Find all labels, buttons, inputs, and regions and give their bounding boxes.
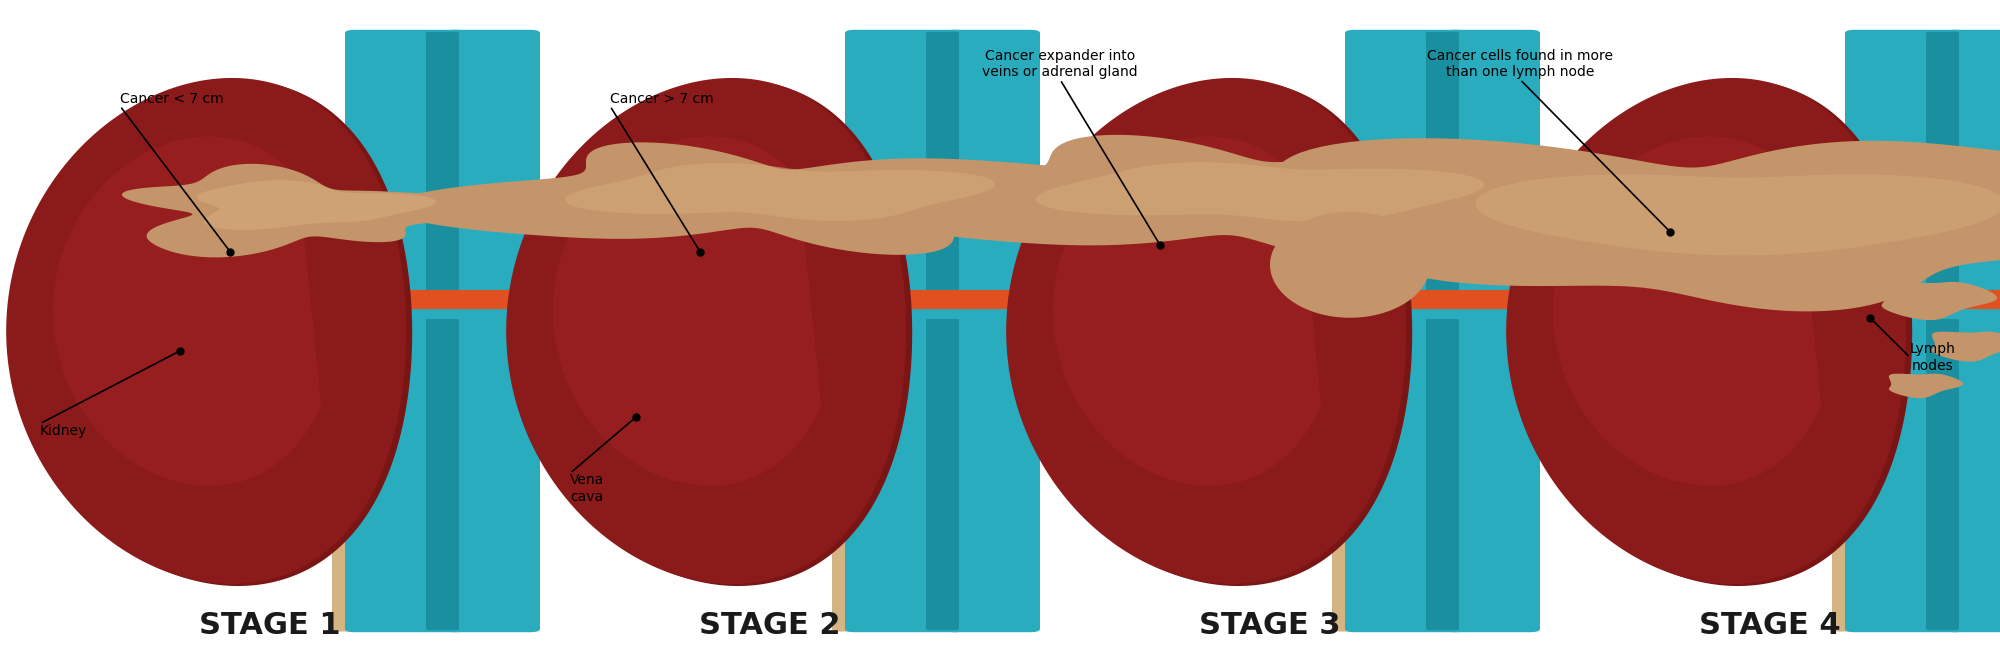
Polygon shape	[552, 136, 822, 486]
Polygon shape	[852, 135, 1648, 262]
FancyBboxPatch shape	[832, 441, 928, 632]
Polygon shape	[1270, 212, 1430, 318]
Polygon shape	[1932, 332, 2000, 361]
Polygon shape	[1512, 80, 1912, 586]
FancyBboxPatch shape	[1332, 441, 1428, 632]
FancyBboxPatch shape	[332, 441, 428, 632]
Text: Cancer cells found in more
than one lymph node: Cancer cells found in more than one lymp…	[1428, 49, 1612, 79]
Polygon shape	[512, 80, 912, 586]
FancyBboxPatch shape	[844, 30, 964, 632]
Polygon shape	[122, 164, 510, 258]
Polygon shape	[564, 163, 996, 221]
FancyBboxPatch shape	[270, 290, 554, 309]
FancyBboxPatch shape	[444, 30, 540, 632]
FancyBboxPatch shape	[772, 290, 1054, 309]
Text: STAGE 2: STAGE 2	[700, 611, 840, 640]
Polygon shape	[390, 142, 1150, 255]
FancyBboxPatch shape	[346, 30, 464, 632]
FancyBboxPatch shape	[426, 32, 458, 630]
Polygon shape	[506, 78, 906, 584]
FancyBboxPatch shape	[1944, 30, 2000, 632]
FancyBboxPatch shape	[1272, 300, 1554, 319]
Polygon shape	[1052, 136, 1322, 486]
FancyBboxPatch shape	[926, 32, 960, 630]
Polygon shape	[6, 78, 406, 584]
FancyBboxPatch shape	[270, 300, 554, 319]
Polygon shape	[1276, 138, 2000, 311]
Polygon shape	[52, 136, 322, 486]
FancyBboxPatch shape	[1426, 32, 1458, 630]
Text: Cancer < 7 cm: Cancer < 7 cm	[120, 92, 224, 106]
Text: Cancer > 7 cm: Cancer > 7 cm	[610, 92, 714, 106]
Polygon shape	[1006, 78, 1406, 584]
Text: Lymph
nodes: Lymph nodes	[1910, 342, 1956, 373]
Text: Vena
cava: Vena cava	[570, 473, 604, 504]
FancyBboxPatch shape	[1444, 30, 1540, 632]
Polygon shape	[196, 180, 436, 230]
Polygon shape	[1506, 78, 1906, 584]
Text: STAGE 4: STAGE 4	[1700, 611, 1840, 640]
Polygon shape	[12, 80, 412, 586]
Polygon shape	[1012, 80, 1412, 586]
Polygon shape	[1476, 174, 2000, 256]
FancyBboxPatch shape	[946, 30, 1040, 632]
Text: Kidney: Kidney	[40, 424, 88, 438]
FancyBboxPatch shape	[1772, 300, 2000, 319]
Polygon shape	[1036, 162, 1484, 222]
FancyBboxPatch shape	[1772, 290, 2000, 309]
FancyBboxPatch shape	[1926, 32, 1958, 630]
Text: STAGE 1: STAGE 1	[200, 611, 340, 640]
FancyBboxPatch shape	[1832, 441, 1928, 632]
Polygon shape	[1552, 136, 1822, 486]
FancyBboxPatch shape	[1272, 290, 1554, 309]
Polygon shape	[1888, 373, 1964, 399]
FancyBboxPatch shape	[1344, 30, 1464, 632]
Text: Cancer expander into
veins or adrenal gland: Cancer expander into veins or adrenal gl…	[982, 49, 1138, 79]
FancyBboxPatch shape	[772, 300, 1054, 319]
Polygon shape	[1882, 282, 1998, 320]
Text: STAGE 3: STAGE 3	[1200, 611, 1340, 640]
FancyBboxPatch shape	[1844, 30, 1964, 632]
